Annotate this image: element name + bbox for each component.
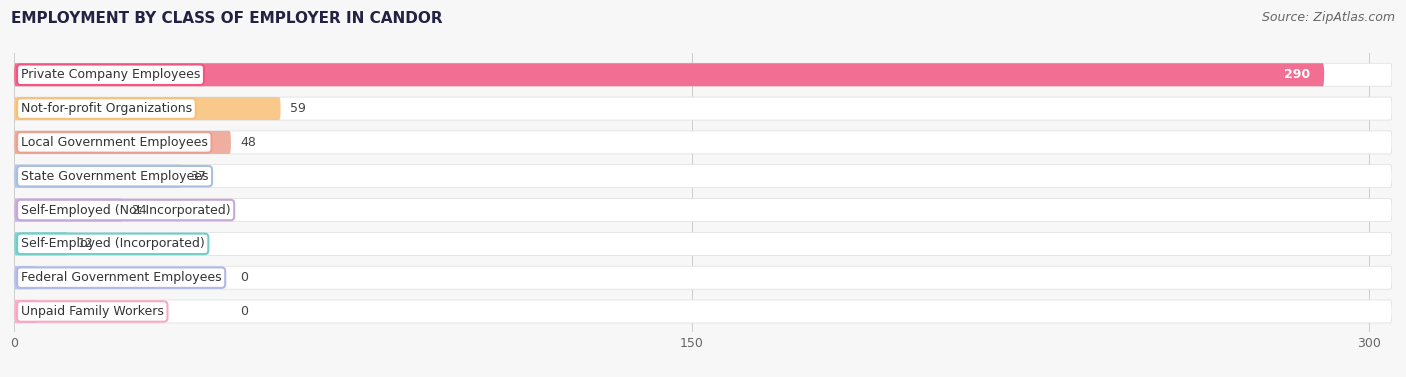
- FancyBboxPatch shape: [14, 97, 281, 120]
- FancyBboxPatch shape: [14, 300, 1392, 323]
- FancyBboxPatch shape: [14, 266, 1392, 289]
- FancyBboxPatch shape: [14, 165, 181, 188]
- FancyBboxPatch shape: [14, 266, 37, 289]
- Text: Local Government Employees: Local Government Employees: [21, 136, 208, 149]
- Text: 24: 24: [132, 204, 148, 216]
- FancyBboxPatch shape: [14, 63, 1324, 86]
- Text: Self-Employed (Incorporated): Self-Employed (Incorporated): [21, 238, 205, 250]
- FancyBboxPatch shape: [14, 199, 1392, 222]
- Text: 0: 0: [240, 305, 247, 318]
- FancyBboxPatch shape: [14, 165, 1392, 188]
- Text: State Government Employees: State Government Employees: [21, 170, 208, 183]
- FancyBboxPatch shape: [14, 63, 1392, 86]
- Text: Self-Employed (Not Incorporated): Self-Employed (Not Incorporated): [21, 204, 231, 216]
- FancyBboxPatch shape: [14, 300, 37, 323]
- Text: Source: ZipAtlas.com: Source: ZipAtlas.com: [1261, 11, 1395, 24]
- Text: Private Company Employees: Private Company Employees: [21, 68, 200, 81]
- FancyBboxPatch shape: [14, 199, 122, 222]
- Text: 37: 37: [190, 170, 207, 183]
- Text: 48: 48: [240, 136, 256, 149]
- Text: Unpaid Family Workers: Unpaid Family Workers: [21, 305, 163, 318]
- FancyBboxPatch shape: [14, 131, 231, 154]
- Text: EMPLOYMENT BY CLASS OF EMPLOYER IN CANDOR: EMPLOYMENT BY CLASS OF EMPLOYER IN CANDO…: [11, 11, 443, 26]
- Text: Federal Government Employees: Federal Government Employees: [21, 271, 222, 284]
- Text: 12: 12: [77, 238, 93, 250]
- FancyBboxPatch shape: [14, 232, 1392, 255]
- FancyBboxPatch shape: [14, 131, 1392, 154]
- Text: 0: 0: [240, 271, 247, 284]
- Text: 59: 59: [290, 102, 305, 115]
- Text: 290: 290: [1285, 68, 1310, 81]
- Text: Not-for-profit Organizations: Not-for-profit Organizations: [21, 102, 193, 115]
- FancyBboxPatch shape: [14, 97, 1392, 120]
- FancyBboxPatch shape: [14, 232, 69, 255]
